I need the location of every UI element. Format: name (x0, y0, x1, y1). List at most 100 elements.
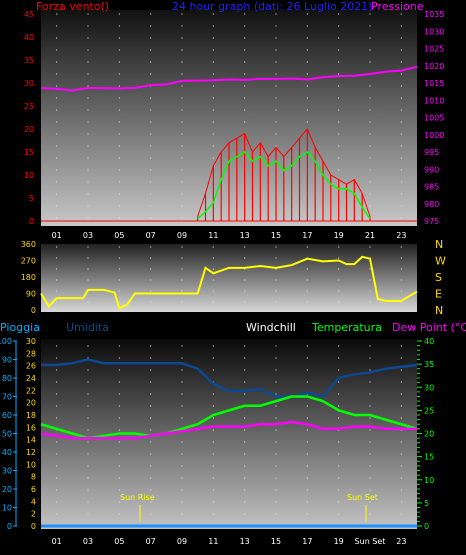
humidity-y-tick: 4 (31, 497, 36, 506)
grid-dot (150, 193, 152, 195)
grid-dot (338, 85, 340, 87)
grid-dot (306, 301, 308, 303)
grid-dot (181, 290, 183, 292)
grid-dot (56, 109, 58, 111)
grid-dot (150, 37, 152, 39)
grid-dot (212, 513, 214, 515)
grid-dot (306, 246, 308, 248)
grid-dot (56, 169, 58, 171)
grid-dot (306, 85, 308, 87)
grid-dot (87, 73, 89, 75)
x-tick-label: 09 (177, 537, 187, 546)
grid-dot (338, 109, 340, 111)
grid-dot (212, 369, 214, 371)
grid-dot (181, 157, 183, 159)
grid-dot (87, 405, 89, 407)
direction-y-tick: 270 (21, 257, 36, 266)
grid-dot (118, 279, 120, 281)
grid-dot (87, 441, 89, 443)
x-tick-label: 07 (146, 537, 156, 546)
grid-dot (212, 501, 214, 503)
grid-dot (400, 193, 402, 195)
grid-dot (150, 169, 152, 171)
grid-dot (275, 417, 277, 419)
grid-dot (56, 257, 58, 259)
grid-dot (400, 477, 402, 479)
rain-y-tick: 30 (2, 467, 12, 476)
grid-dot (87, 279, 89, 281)
grid-dot (212, 453, 214, 455)
grid-dot (181, 145, 183, 147)
grid-dot (118, 49, 120, 51)
grid-dot (212, 301, 214, 303)
grid-dot (150, 97, 152, 99)
grid-dot (150, 205, 152, 207)
grid-dot (87, 489, 89, 491)
x-tick-label: 15 (271, 231, 281, 240)
grid-dot (369, 61, 371, 63)
grid-dot (400, 257, 402, 259)
humidity-y-tick: 18 (26, 411, 36, 420)
grid-dot (212, 290, 214, 292)
grid-dot (400, 145, 402, 147)
grid-dot (244, 381, 246, 383)
grid-dot (212, 357, 214, 359)
grid-dot (56, 301, 58, 303)
humidity-label: Umidita (66, 321, 109, 334)
grid-dot (56, 417, 58, 419)
grid-dot (150, 217, 152, 219)
grid-dot (369, 441, 371, 443)
grid-dot (306, 369, 308, 371)
pressure-y-tick: 985 (424, 183, 439, 192)
humidity-y-tick: 30 (26, 337, 36, 346)
grid-dot (56, 217, 58, 219)
grid-dot (306, 109, 308, 111)
grid-dot (212, 246, 214, 248)
grid-dot (400, 393, 402, 395)
grid-dot (306, 405, 308, 407)
grid-dot (181, 49, 183, 51)
grid-dot (275, 85, 277, 87)
grid-dot (118, 61, 120, 63)
compass-label: N (435, 238, 443, 251)
grid-dot (338, 49, 340, 51)
grid-dot (87, 133, 89, 135)
grid-dot (338, 417, 340, 419)
grid-dot (369, 13, 371, 15)
panel-wind-direction (41, 244, 417, 312)
grid-dot (212, 73, 214, 75)
grid-dot (118, 513, 120, 515)
grid-dot (87, 477, 89, 479)
grid-dot (306, 345, 308, 347)
grid-dot (338, 73, 340, 75)
grid-dot (181, 477, 183, 479)
grid-dot (369, 465, 371, 467)
grid-dot (306, 121, 308, 123)
grid-dot (56, 441, 58, 443)
rain-y-tick: 80 (2, 374, 12, 383)
grid-dot (56, 465, 58, 467)
grid-dot (150, 345, 152, 347)
grid-dot (212, 133, 214, 135)
grid-dot (275, 257, 277, 259)
grid-dot (87, 246, 89, 248)
grid-dot (181, 369, 183, 371)
grid-dot (87, 465, 89, 467)
grid-dot (150, 157, 152, 159)
rain-y-tick: 70 (2, 393, 12, 402)
grid-dot (244, 25, 246, 27)
grid-dot (400, 268, 402, 270)
compass-label: S (435, 271, 442, 284)
grid-dot (150, 465, 152, 467)
humidity-y-tick: 2 (31, 510, 36, 519)
grid-dot (212, 441, 214, 443)
grid-dot (275, 97, 277, 99)
grid-dot (212, 145, 214, 147)
grid-dot (400, 181, 402, 183)
wind-y-tick: 45 (24, 10, 34, 19)
x-tick-label: 21 (365, 231, 375, 240)
grid-dot (400, 369, 402, 371)
grid-dot (118, 290, 120, 292)
wind-y-tick: 15 (24, 148, 34, 157)
